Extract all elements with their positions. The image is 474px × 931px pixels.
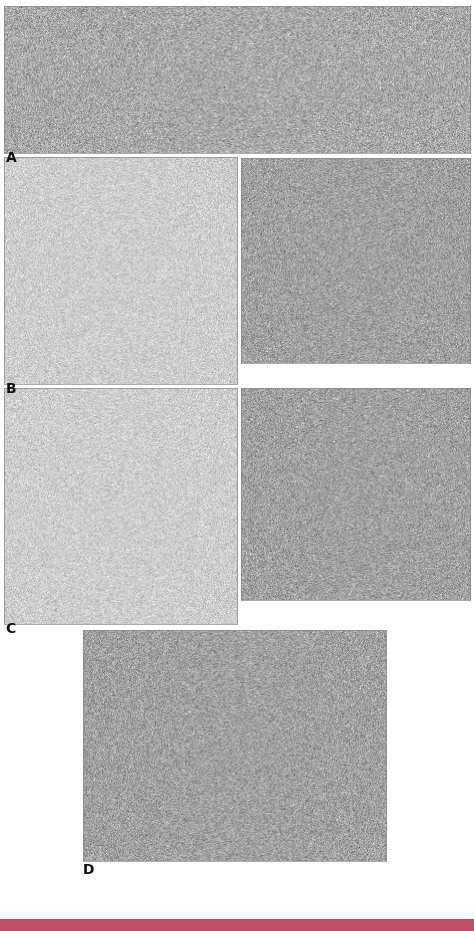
Text: D: D	[83, 863, 94, 877]
Text: C: C	[6, 622, 16, 636]
Text: A: A	[6, 151, 17, 165]
Text: B: B	[6, 382, 16, 396]
